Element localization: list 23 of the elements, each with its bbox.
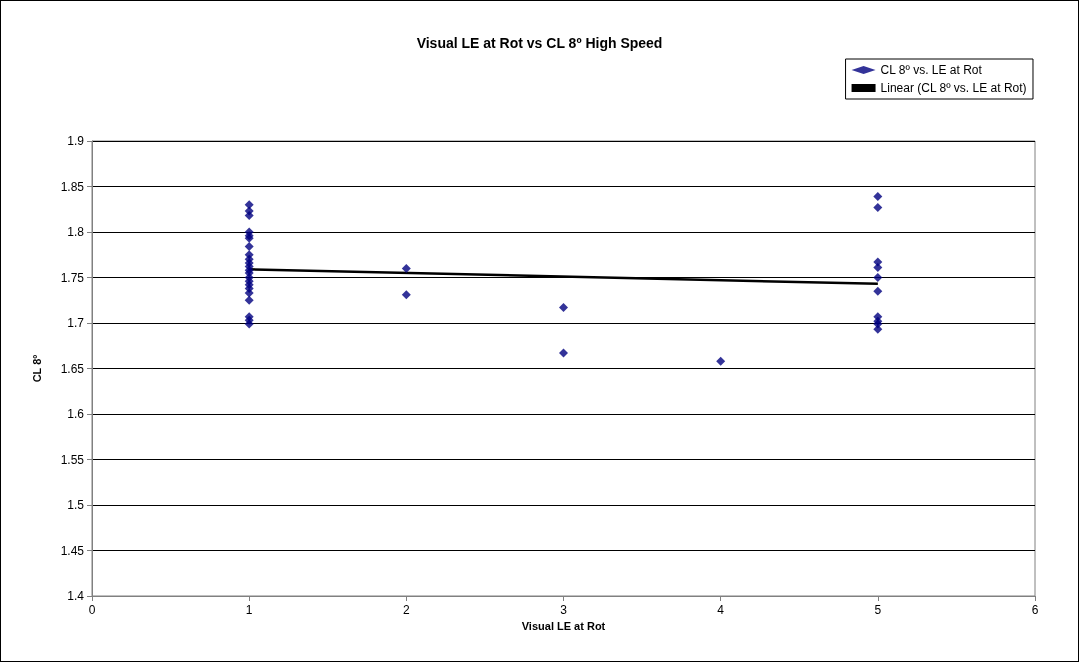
y-tick-label: 1.45 (60, 543, 85, 558)
y-tick-label: 1.65 (60, 361, 85, 376)
chart-title: Visual LE at Rot vs CL 8º High Speed (416, 35, 663, 51)
x-tick-label: 2 (402, 603, 410, 617)
y-axis-title: CL 8º (30, 354, 43, 383)
x-axis-title: Visual LE at Rot (521, 620, 606, 633)
y-tick-label: 1.85 (60, 179, 85, 194)
x-tick-label: 6 (1031, 603, 1039, 617)
y-tick-label: 1.5 (67, 498, 85, 512)
x-tick-label: 4 (717, 603, 725, 617)
legend-label: Linear (CL 8º vs. LE at Rot) (880, 81, 1027, 95)
y-tick-label: 1.8 (67, 225, 85, 239)
x-tick-label: 5 (874, 603, 882, 617)
legend-label: CL 8º vs. LE at Rot (880, 63, 983, 77)
x-tick-label: 0 (88, 603, 96, 617)
y-tick-label: 1.55 (60, 452, 85, 467)
y-tick-label: 1.4 (67, 589, 85, 603)
y-tick-label: 1.75 (60, 270, 85, 285)
y-tick-label: 1.6 (67, 407, 85, 421)
y-tick-label: 1.7 (67, 316, 85, 330)
x-tick-label: 3 (560, 603, 568, 617)
x-tick-label: 1 (245, 603, 253, 617)
y-tick-label: 1.9 (67, 134, 85, 148)
